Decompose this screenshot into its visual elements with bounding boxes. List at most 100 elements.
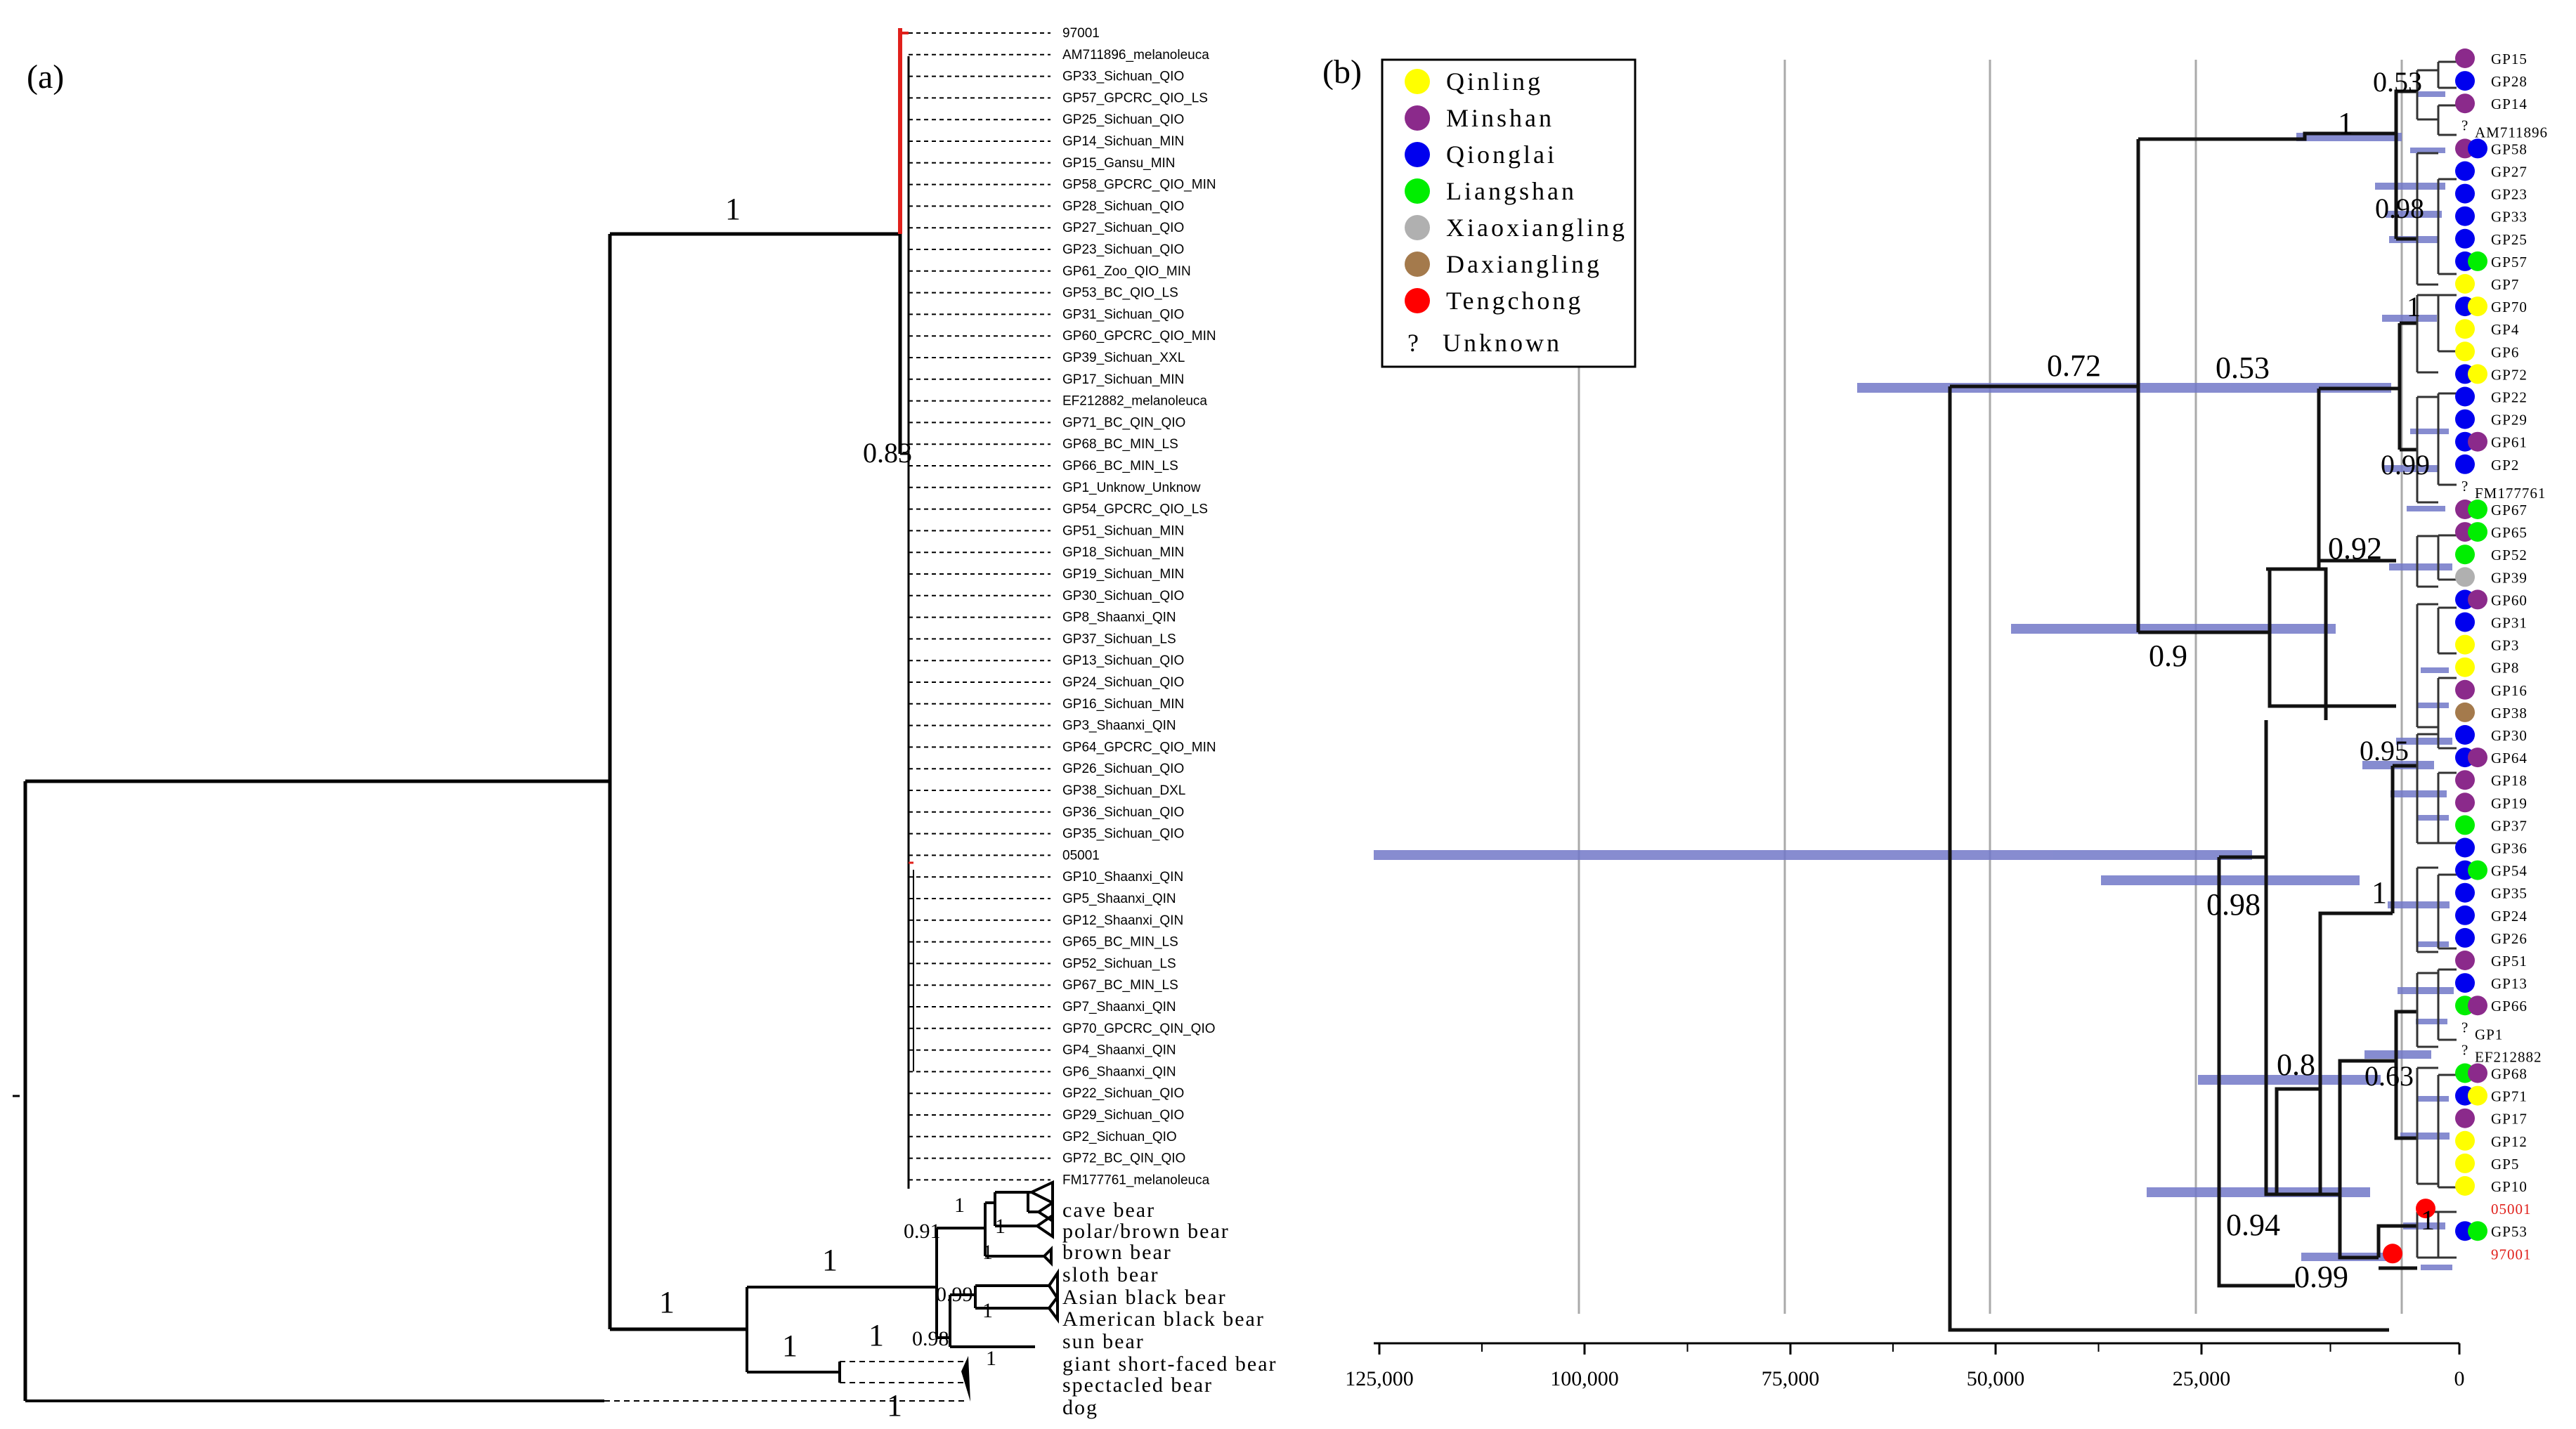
tip-b-label: GP68 <box>2491 1066 2528 1083</box>
tip-a-label: GP15_Gansu_MIN <box>1062 156 1176 171</box>
tip-b-label: GP18 <box>2491 772 2528 789</box>
tip-a-label: GP71_BC_QIN_QIO <box>1062 415 1185 430</box>
axis-tick-label: 50,000 <box>1967 1367 2025 1390</box>
bear-clade-label: polar/brown bear <box>1062 1220 1230 1243</box>
legend-swatch <box>1405 178 1430 204</box>
tip-a-label: GP8_Shaanxi_QIN <box>1062 611 1176 625</box>
legend-label: Xiaoxiangling <box>1446 214 1627 242</box>
tip-a-label: GP37_Sichuan_LS <box>1062 632 1176 646</box>
tip-a-label: GP18_Sichuan_MIN <box>1062 545 1184 560</box>
legend-label: Qinling <box>1446 67 1543 96</box>
tip-a-label: 05001 <box>1062 848 1100 863</box>
tip-b-label: GP23 <box>2491 186 2528 203</box>
region-dot <box>2455 725 2475 745</box>
support-053a: 0.53 <box>2373 66 2422 98</box>
legend-items: Qinling Minshan Qionglai Liangshan Xiaoxiang… <box>1405 67 1627 315</box>
tip-a-label: GP7_Shaanxi_QIN <box>1062 1000 1176 1014</box>
region-dot <box>2455 1108 2475 1128</box>
bear-clade-label: brown bear <box>1062 1241 1172 1264</box>
tip-b-label: GP64 <box>2491 750 2528 766</box>
tip-a-label: GP4_Shaanxi_QIN <box>1062 1043 1176 1058</box>
region-dot <box>2468 138 2487 159</box>
tip-b-label: GP52 <box>2491 547 2528 563</box>
unknown-origin-marker: ? <box>2461 1019 2468 1036</box>
tip-a-label: GP39_Sichuan_XXL <box>1062 351 1185 365</box>
tip-b-label: GP19 <box>2491 795 2528 811</box>
panel-b-chronogram: (b) <box>1322 48 2547 1390</box>
tip-b-label: GP29 <box>2491 412 2528 429</box>
tip-a-label: GP64_GPCRC_QIO_MIN <box>1062 740 1216 755</box>
tip-b-label: GP27 <box>2491 164 2528 181</box>
tip-a-label: GP60_GPCRC_QIO_MIN <box>1062 329 1216 344</box>
region-dot <box>2455 951 2475 970</box>
legend-swatch <box>1405 288 1430 313</box>
region-dot <box>2455 93 2475 114</box>
axis-tick-label: 125,000 <box>1345 1367 1414 1390</box>
tip-a-label: GP13_Sichuan_QIO <box>1062 653 1184 668</box>
support-09: 0.9 <box>2149 639 2187 673</box>
region-dot <box>2455 927 2475 948</box>
tip-b-label: GP26 <box>2491 930 2528 947</box>
support-arcto: 1 <box>869 1318 884 1352</box>
legend-swatch <box>1405 105 1430 131</box>
region-dot <box>2455 815 2475 835</box>
legend-swatch <box>1405 142 1430 167</box>
tip-a-label: GP16_Sichuan_MIN <box>1062 697 1184 712</box>
tip-b-label: GP3 <box>2491 637 2519 654</box>
bear-clade-label: sloth bear <box>1062 1263 1159 1286</box>
tip-a-label: 97001 <box>1062 26 1100 41</box>
tip-a-label: AM711896_melanoleuca <box>1062 48 1209 63</box>
support-cave: 1 <box>954 1194 965 1217</box>
tip-b-label: GP10 <box>2491 1178 2528 1195</box>
unknown-origin-marker: ? <box>2461 478 2468 495</box>
region-dot <box>2468 1085 2487 1106</box>
region-dot <box>2455 792 2475 813</box>
region-dot <box>2455 567 2475 587</box>
tip-a-label: GP23_Sichuan_QIO <box>1062 242 1184 257</box>
region-dot <box>2468 860 2487 880</box>
tip-a-label: GP25_Sichuan_QIO <box>1062 112 1184 127</box>
region-dot <box>2455 657 2475 677</box>
tip-b-label: GP61 <box>2491 434 2528 451</box>
tengchong-sample-dot <box>2383 1244 2402 1264</box>
tip-b-label: GP7 <box>2491 276 2519 293</box>
bear-clade-label: giant short-faced bear <box>1062 1352 1277 1376</box>
tip-b-label: GP15 <box>2491 51 2528 67</box>
tip-b-label: GP16 <box>2491 682 2528 699</box>
support-091: 0.91 <box>904 1220 941 1243</box>
region-dot <box>2455 905 2475 925</box>
region-dot <box>2455 341 2475 362</box>
bear-clade-label: spectacled bear <box>1062 1373 1213 1397</box>
region-dot <box>2468 1063 2487 1083</box>
region-dot <box>2468 748 2487 768</box>
tip-a-label: GP53_BC_QIO_LS <box>1062 286 1178 301</box>
tip-a-label: GP6_Shaanxi_QIN <box>1062 1064 1176 1079</box>
tip-b-label: GP30 <box>2491 727 2528 744</box>
tip-a-label: GP30_Sichuan_QIO <box>1062 589 1184 603</box>
tip-a-label: GP72_BC_QIN_QIO <box>1062 1151 1185 1166</box>
support-ursidae: 1 <box>659 1285 675 1319</box>
support-bear-core: 1 <box>822 1243 838 1277</box>
region-dot <box>2455 409 2475 429</box>
support-099b: 0.99 <box>2294 1260 2348 1294</box>
region-dot <box>2468 1221 2487 1241</box>
support-1c: 1 <box>2372 875 2387 910</box>
region-dot <box>2468 500 2487 519</box>
region-dot <box>2455 973 2475 993</box>
bear-clade-label: Asian black bear <box>1062 1286 1227 1309</box>
region-dot <box>2455 454 2475 474</box>
tip-b-label: GP14 <box>2491 96 2528 112</box>
legend-unknown-symbol: ? <box>1407 329 1422 357</box>
support-1b: 1 <box>2407 291 2421 322</box>
tip-b-label: FM177761 <box>2475 485 2546 502</box>
legend-label: Qionglai <box>1446 141 1557 169</box>
legend-swatch <box>1405 252 1430 277</box>
tip-b-label: GP25 <box>2491 231 2528 248</box>
support-08: 0.8 <box>2277 1048 2315 1082</box>
tip-a-label: GP10_Shaanxi_QIN <box>1062 870 1183 885</box>
tip-a-label: GP17_Sichuan_MIN <box>1062 372 1184 387</box>
bear-clade-label: cave bear <box>1062 1199 1155 1222</box>
legend-label: Liangshan <box>1446 177 1577 205</box>
support-063: 0.63 <box>2364 1060 2414 1092</box>
